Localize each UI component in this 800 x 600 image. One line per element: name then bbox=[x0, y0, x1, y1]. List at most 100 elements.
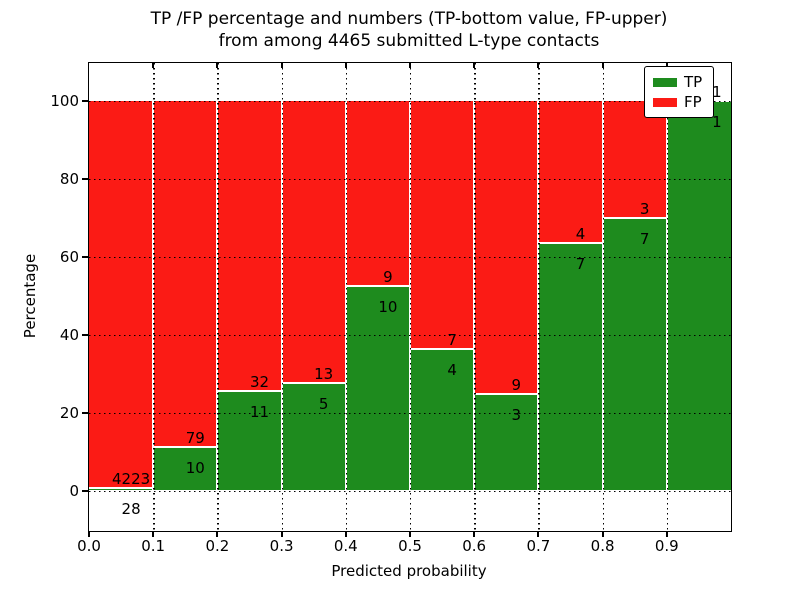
fp-bar-segment bbox=[89, 101, 154, 489]
x-tick-label: 0.8 bbox=[590, 537, 615, 555]
tp-swatch-icon bbox=[653, 77, 677, 87]
y-tick-label: 20 bbox=[59, 404, 79, 422]
tp-bar-segment bbox=[345, 285, 410, 491]
x-tick-label: 0.2 bbox=[205, 537, 230, 555]
x-tick-mark bbox=[216, 531, 219, 537]
x-tick-mark bbox=[280, 531, 283, 537]
tp-bar-segment bbox=[410, 349, 475, 491]
tp-count-label: 1 bbox=[712, 113, 722, 131]
fp-bar-segment bbox=[410, 101, 475, 350]
fp-count-label: 13 bbox=[314, 364, 334, 383]
v-gridline bbox=[410, 63, 412, 531]
bar-boundary-edge bbox=[474, 392, 539, 395]
bar-boundary-edge bbox=[410, 348, 475, 351]
tp-count-label: 4 bbox=[447, 361, 457, 380]
v-gridline bbox=[602, 63, 604, 531]
x-tick-mark bbox=[344, 531, 347, 537]
tp-count-label: 7 bbox=[639, 230, 650, 248]
bar-boundary-edge bbox=[217, 390, 282, 393]
x-tick-label: 0.1 bbox=[141, 537, 166, 555]
fp-bar-segment bbox=[345, 101, 410, 286]
y-tick-mark bbox=[82, 178, 89, 180]
tp-bar-segment bbox=[602, 218, 667, 491]
x-tick-mark bbox=[601, 531, 604, 537]
legend-row: FP bbox=[653, 92, 705, 112]
y-tick-mark bbox=[82, 334, 89, 336]
tp-count-label: 7 bbox=[575, 254, 586, 273]
tp-count-label: 3 bbox=[511, 405, 522, 424]
fp-bar-segment bbox=[602, 101, 667, 218]
tp-bar-segment bbox=[666, 101, 731, 491]
v-gridline bbox=[281, 63, 283, 531]
chart-title: TP /FP percentage and numbers (TP-bottom… bbox=[88, 8, 730, 52]
x-tick-label: 0.4 bbox=[333, 537, 358, 555]
y-tick-mark bbox=[82, 412, 89, 414]
fp-bar-segment bbox=[281, 101, 346, 383]
fp-count-label: 4223 bbox=[112, 470, 151, 489]
x-tick-mark bbox=[665, 531, 668, 537]
chart-title-line2: from among 4465 submitted L-type contact… bbox=[218, 31, 600, 51]
tp-count-label: 10 bbox=[185, 459, 205, 478]
fp-count-label: 7 bbox=[447, 331, 457, 350]
v-gridline bbox=[474, 63, 476, 531]
y-tick-label: 100 bbox=[50, 92, 79, 110]
bar-boundary-edge bbox=[153, 446, 218, 449]
tp-bar-segment bbox=[474, 393, 539, 491]
bar-boundary-edge bbox=[345, 284, 410, 287]
x-tick-mark bbox=[409, 531, 411, 537]
x-tick-mark bbox=[88, 531, 90, 537]
x-tick-label: 0.7 bbox=[526, 537, 551, 555]
fp-count-label: 79 bbox=[185, 429, 205, 448]
fp-bar-segment bbox=[538, 101, 603, 243]
legend-row: TP bbox=[653, 72, 705, 92]
chart-title-line1: TP /FP percentage and numbers (TP-bottom… bbox=[150, 9, 668, 29]
v-gridline bbox=[538, 63, 540, 531]
tp-bar-segment bbox=[538, 242, 603, 491]
tp-count-label: 28 bbox=[121, 500, 141, 519]
bar-boundary-edge bbox=[538, 241, 603, 244]
x-tick-label: 0.9 bbox=[654, 537, 679, 555]
x-axis-label: Predicted probability bbox=[331, 562, 487, 580]
y-tick-label: 60 bbox=[59, 248, 79, 266]
x-tick-label: 0.0 bbox=[77, 537, 101, 555]
tp-bar-segment bbox=[281, 382, 346, 491]
y-tick-label: 80 bbox=[59, 170, 79, 188]
fp-bar-segment bbox=[153, 101, 218, 448]
x-tick-label: 0.5 bbox=[398, 537, 422, 555]
tp-count-label: 11 bbox=[249, 403, 270, 422]
x-tick-label: 0.6 bbox=[462, 537, 487, 555]
fp-count-label: 1 bbox=[712, 83, 722, 101]
x-tick-mark bbox=[537, 531, 540, 537]
fp-count-label: 32 bbox=[249, 373, 270, 392]
tp-count-label: 5 bbox=[318, 394, 329, 413]
y-tick-mark bbox=[82, 100, 89, 102]
v-gridline bbox=[666, 63, 669, 531]
legend: TP FP bbox=[644, 66, 714, 118]
y-tick-mark bbox=[82, 490, 89, 492]
tp-bar-segment bbox=[89, 488, 154, 491]
fp-count-label: 9 bbox=[511, 375, 522, 394]
v-gridline bbox=[153, 63, 155, 531]
y-axis-label: Percentage bbox=[21, 253, 39, 339]
fp-count-label: 4 bbox=[575, 224, 586, 243]
fp-swatch-icon bbox=[653, 97, 677, 107]
x-tick-mark bbox=[152, 531, 155, 537]
fp-count-label: 3 bbox=[639, 200, 650, 218]
bar-boundary-edge bbox=[602, 217, 667, 219]
fp-bar-segment bbox=[217, 101, 282, 392]
v-gridline bbox=[217, 63, 219, 531]
x-tick-label: 0.3 bbox=[269, 537, 294, 555]
tp-count-label: 10 bbox=[378, 297, 398, 316]
y-tick-label: 0 bbox=[69, 482, 79, 500]
tp-bar-segment bbox=[217, 391, 282, 491]
tp-bar-segment bbox=[153, 447, 218, 491]
legend-item-label: TP bbox=[684, 73, 703, 91]
bar-boundary-edge bbox=[89, 487, 154, 490]
v-gridline bbox=[345, 63, 348, 531]
fp-bar-segment bbox=[474, 101, 539, 394]
legend-item-label: FP bbox=[684, 93, 702, 111]
x-tick-mark bbox=[473, 531, 476, 537]
fp-count-label: 9 bbox=[383, 267, 393, 286]
y-tick-mark bbox=[82, 256, 89, 258]
